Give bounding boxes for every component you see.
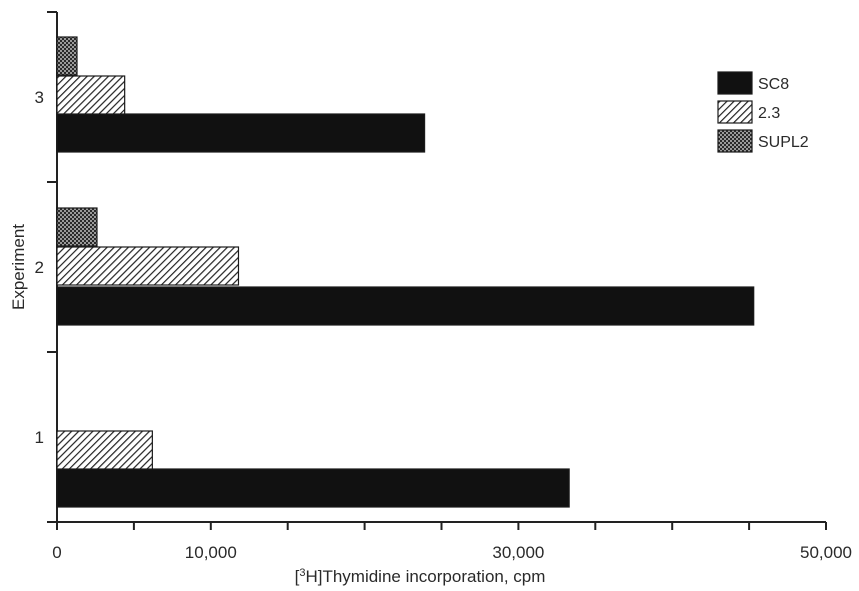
y-category-label: 1 <box>35 428 44 447</box>
legend: SC8 2.3 SUPL2 <box>717 71 809 153</box>
y-axis-title: Experiment <box>9 224 28 310</box>
x-axis-title: [3H]Thymidine incorporation, cpm <box>295 567 546 586</box>
bar-sc8-exp-3 <box>56 113 426 153</box>
legend-label-2.3: 2.3 <box>758 105 780 122</box>
x-tick-label: 30,000 <box>492 543 544 562</box>
legend-swatch-2.3 <box>717 100 753 124</box>
x-tick-label: 0 <box>52 543 61 562</box>
x-tick-label: 50,000 <box>800 543 852 562</box>
labels: 0 10,000 30,000 50,000 1 2 3 Experiment [3H]Thym… <box>9 88 852 586</box>
x-tick-label: 10,000 <box>185 543 237 562</box>
y-category-label: 3 <box>35 88 44 107</box>
bar-2.3-exp-1 <box>56 430 153 470</box>
legend-label-sc8: SC8 <box>758 76 789 93</box>
legend-swatch-sc8 <box>717 71 753 95</box>
bar-supl2-exp-3 <box>56 36 78 76</box>
bar-sc8-exp-1 <box>56 468 570 508</box>
bar-2.3-exp-3 <box>56 75 126 115</box>
bars <box>56 36 755 508</box>
y-category-label: 2 <box>35 258 44 277</box>
bar-sc8-exp-2 <box>56 286 755 326</box>
legend-swatch-supl2 <box>717 129 753 153</box>
bar-supl2-exp-2 <box>56 207 98 247</box>
bar-2.3-exp-2 <box>56 246 240 286</box>
legend-label-supl2: SUPL2 <box>758 134 809 151</box>
